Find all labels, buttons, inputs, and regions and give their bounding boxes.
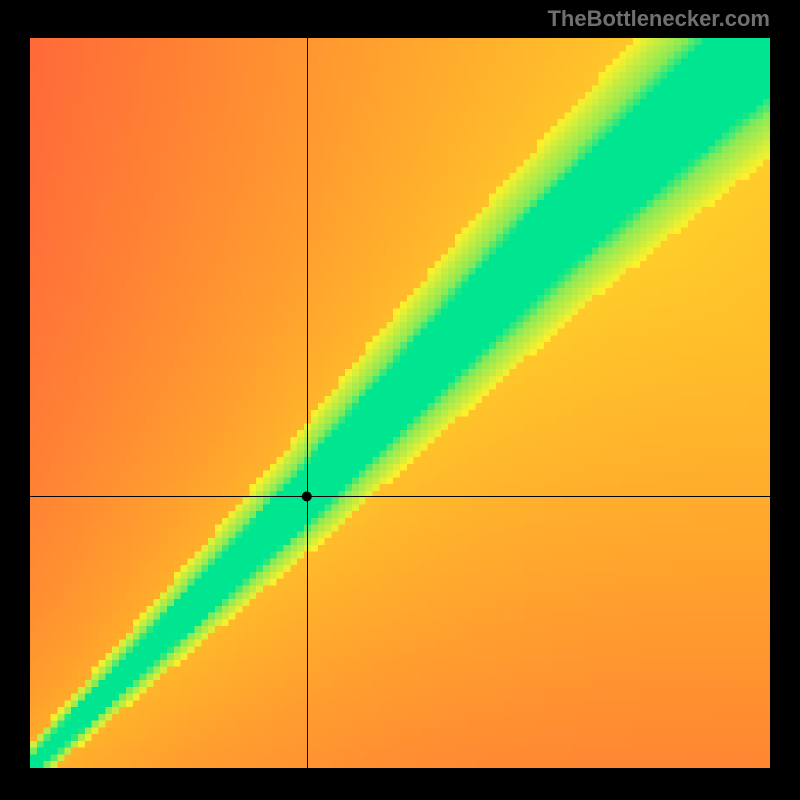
- chart-container: TheBottlenecker.com: [0, 0, 800, 800]
- crosshair-overlay: [30, 38, 770, 768]
- watermark-text: TheBottlenecker.com: [547, 6, 770, 32]
